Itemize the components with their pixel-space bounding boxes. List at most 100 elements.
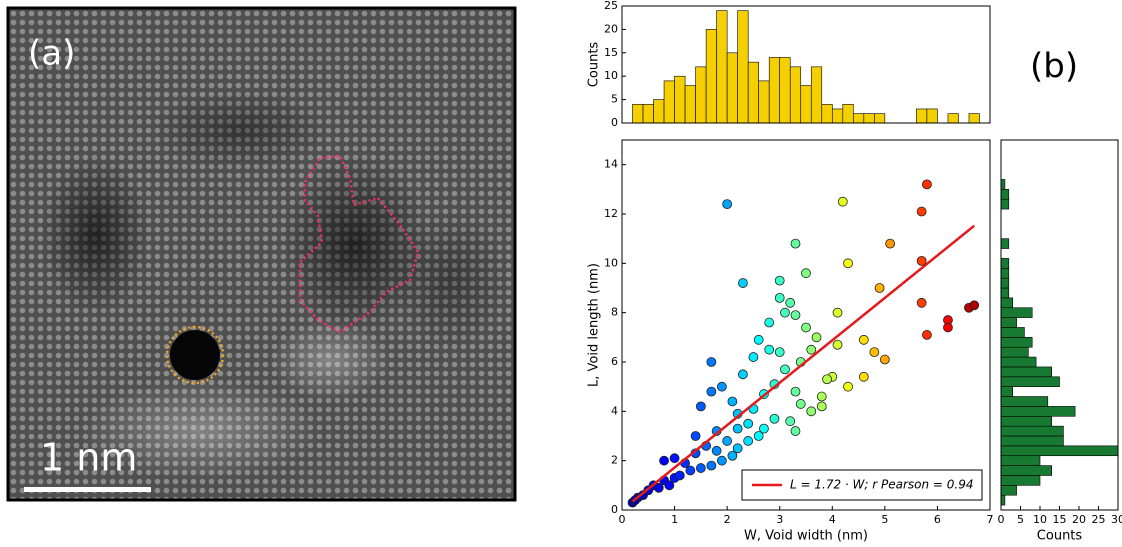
y-tick-label: 15 — [604, 46, 618, 59]
point — [916, 206, 927, 217]
point — [858, 334, 869, 345]
y-tick-label: 10 — [604, 256, 618, 269]
point — [732, 443, 743, 454]
x-tick-label: 2 — [724, 513, 731, 526]
point — [653, 482, 664, 493]
point — [774, 347, 785, 358]
point — [732, 423, 743, 434]
bar — [1000, 435, 1064, 447]
x-tick-label: 0 — [619, 513, 626, 526]
y-tick-label: 5 — [611, 93, 618, 106]
panel-label: (a) — [28, 34, 75, 74]
y-tick-label: 12 — [604, 207, 618, 220]
y-axis-label: Counts — [587, 42, 602, 88]
x-tick-label: 7 — [987, 513, 994, 526]
bar — [947, 113, 959, 124]
point — [774, 292, 785, 303]
point — [916, 297, 927, 308]
point — [790, 238, 801, 249]
y-tick-label: 6 — [611, 355, 618, 368]
x-tick-label: 10 — [1033, 513, 1047, 526]
bar — [863, 113, 875, 124]
point — [811, 332, 822, 343]
point — [780, 364, 790, 375]
point — [748, 352, 759, 362]
bar — [1000, 189, 1010, 200]
point — [695, 401, 706, 412]
bar — [916, 108, 928, 124]
bar — [810, 66, 823, 124]
bar — [758, 80, 770, 124]
legend-label: L = 1.72 · W; r Pearson = 0.94 — [790, 478, 974, 492]
point — [664, 480, 675, 491]
bar — [1000, 258, 1010, 269]
point — [916, 255, 927, 266]
bar — [1000, 307, 1033, 318]
axes-frame — [621, 139, 991, 511]
bar — [1000, 287, 1010, 299]
x-tick-label: 4 — [829, 513, 836, 526]
y-tick-label: 8 — [611, 306, 618, 319]
point — [922, 179, 932, 190]
x-tick-label: 5 — [1017, 513, 1024, 526]
bar — [737, 10, 749, 124]
point — [759, 423, 769, 434]
point — [727, 450, 738, 461]
bar — [1000, 455, 1041, 466]
bar — [779, 57, 791, 124]
x-tick-label: 5 — [881, 513, 888, 526]
bar — [1000, 198, 1010, 210]
point — [816, 391, 827, 402]
y-tick-label: 4 — [611, 404, 618, 417]
x-tick-label: 3 — [776, 513, 783, 526]
bar — [926, 108, 938, 124]
point — [738, 278, 748, 288]
axes-frame — [1000, 139, 1119, 511]
point — [716, 381, 727, 392]
point — [790, 386, 801, 397]
panel-label: (b) — [1030, 47, 1078, 87]
scale-bar-label: 1 nm — [40, 436, 137, 480]
y-tick-label: 0 — [611, 116, 618, 129]
bar — [1000, 277, 1010, 289]
bar — [1000, 415, 1053, 427]
point — [695, 463, 706, 473]
image-frame — [6, 6, 517, 502]
point — [690, 431, 701, 441]
point — [716, 455, 727, 466]
point — [706, 386, 717, 397]
scale-bar — [24, 487, 151, 492]
bar — [1000, 425, 1064, 437]
bar — [1000, 337, 1033, 348]
bar — [1000, 406, 1076, 417]
y-axis-label: L, Void length (nm) — [587, 263, 602, 387]
point — [874, 283, 885, 293]
x-tick-label: 1 — [671, 513, 678, 526]
bar — [842, 103, 854, 124]
point — [764, 344, 775, 355]
point — [832, 339, 843, 350]
bar — [632, 103, 644, 124]
point — [816, 401, 827, 412]
point — [790, 310, 801, 321]
point — [832, 307, 843, 318]
bar — [1000, 327, 1025, 338]
point — [706, 357, 717, 367]
point — [790, 426, 801, 436]
point — [801, 322, 811, 333]
x-tick-label: 30 — [1111, 513, 1122, 526]
point — [801, 268, 811, 279]
bar — [1000, 356, 1037, 368]
bar — [1000, 445, 1119, 457]
bar — [1000, 297, 1013, 309]
fit-line — [631, 224, 976, 503]
bar — [1000, 267, 1010, 279]
point — [780, 307, 790, 318]
bar — [1000, 238, 1010, 249]
point — [753, 334, 764, 345]
point — [659, 455, 669, 466]
point — [922, 329, 932, 340]
point — [869, 347, 880, 358]
bar — [789, 66, 802, 124]
y-tick-label: 25 — [604, 0, 618, 12]
